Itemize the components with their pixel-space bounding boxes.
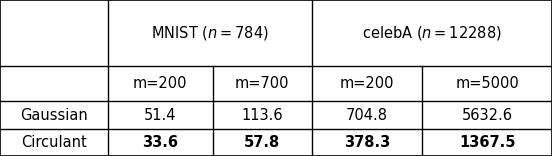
- Text: m=200: m=200: [340, 76, 394, 91]
- Text: 113.6: 113.6: [241, 107, 283, 123]
- Text: 378.3: 378.3: [344, 135, 390, 150]
- Text: 51.4: 51.4: [144, 107, 176, 123]
- Text: 57.8: 57.8: [244, 135, 280, 150]
- Text: MNIST ($n = 784$): MNIST ($n = 784$): [151, 24, 269, 42]
- Text: Gaussian: Gaussian: [20, 107, 88, 123]
- Text: 1367.5: 1367.5: [459, 135, 516, 150]
- Text: m=200: m=200: [133, 76, 187, 91]
- Text: 5632.6: 5632.6: [461, 107, 513, 123]
- Text: m=700: m=700: [235, 76, 289, 91]
- Text: m=5000: m=5000: [455, 76, 519, 91]
- Text: 704.8: 704.8: [346, 107, 388, 123]
- Text: 33.6: 33.6: [142, 135, 178, 150]
- Text: celebA ($n = 12288$): celebA ($n = 12288$): [362, 24, 502, 42]
- Text: Circulant: Circulant: [21, 135, 87, 150]
